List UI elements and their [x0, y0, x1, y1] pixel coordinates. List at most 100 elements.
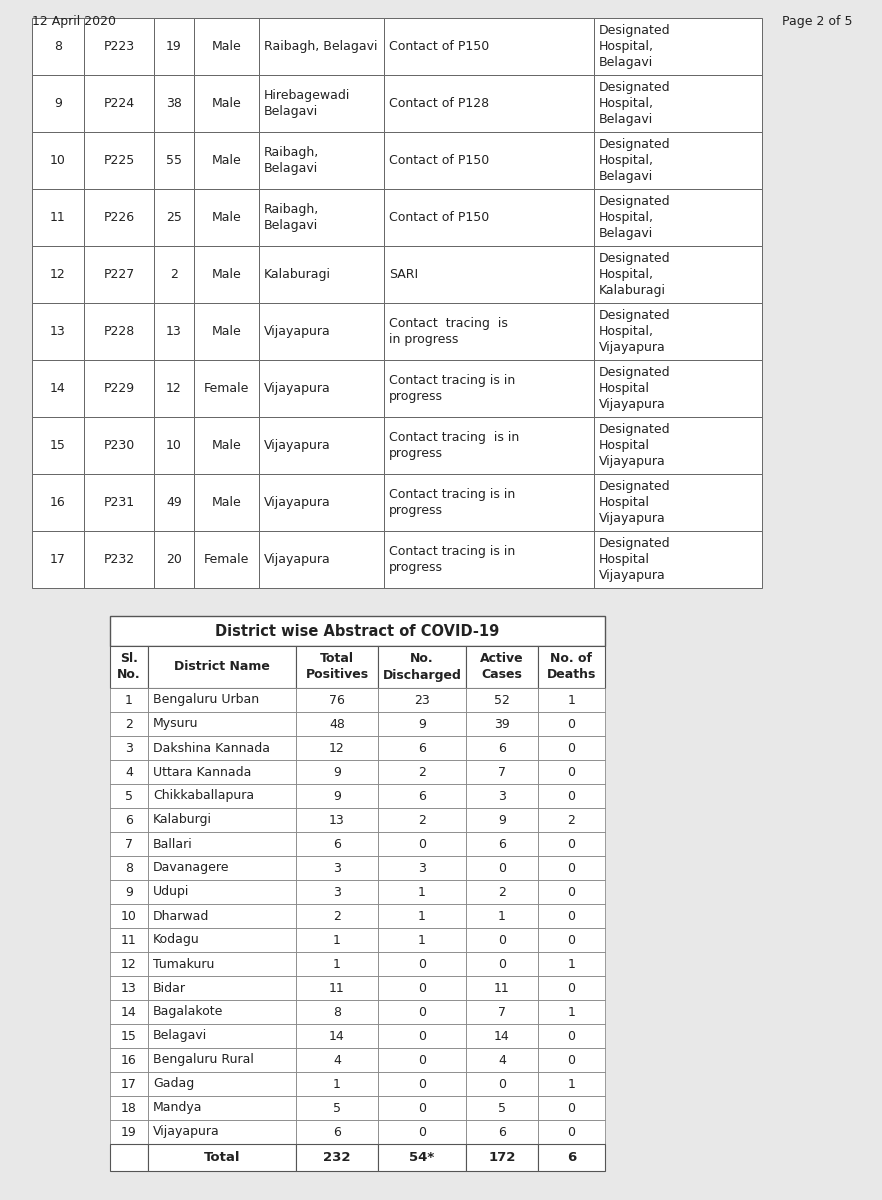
Bar [110, 1120, 148, 1144]
Bar [466, 646, 538, 688]
Bar [296, 1144, 378, 1171]
Bar [148, 856, 296, 880]
Text: P231: P231 [103, 496, 135, 509]
Text: 1: 1 [418, 934, 426, 947]
Bar [538, 760, 605, 784]
Bar [538, 736, 605, 760]
Bar [296, 784, 378, 808]
Bar [466, 1120, 538, 1144]
Bar [259, 18, 384, 74]
Bar [538, 646, 605, 688]
Text: Male: Male [212, 97, 242, 110]
Text: 20: 20 [166, 553, 182, 566]
Text: 232: 232 [323, 1151, 351, 1164]
Bar [378, 1144, 466, 1171]
Bar [384, 188, 594, 246]
Bar [466, 784, 538, 808]
Text: 0: 0 [498, 958, 506, 971]
Text: Designated
Hospital,
Belagavi: Designated Hospital, Belagavi [599, 138, 670, 182]
Bar [296, 1072, 378, 1096]
Text: 9: 9 [333, 790, 341, 803]
Bar [154, 132, 194, 188]
Text: 9: 9 [418, 718, 426, 731]
Text: No.
Discharged: No. Discharged [383, 653, 461, 682]
Bar [378, 1072, 466, 1096]
Text: 11: 11 [329, 982, 345, 995]
Text: Male: Male [212, 211, 242, 224]
Text: 14: 14 [50, 382, 66, 395]
Text: 11: 11 [50, 211, 66, 224]
Bar [594, 530, 762, 588]
Bar [378, 1120, 466, 1144]
Text: 1: 1 [418, 910, 426, 923]
Text: Contact of P150: Contact of P150 [389, 211, 490, 224]
Text: 4: 4 [125, 766, 133, 779]
Bar [148, 1072, 296, 1096]
Bar [84, 302, 154, 360]
Text: 49: 49 [166, 496, 182, 509]
Bar [148, 1048, 296, 1072]
Bar [110, 1096, 148, 1120]
Text: 6: 6 [498, 742, 506, 755]
Bar [110, 928, 148, 952]
Text: 9: 9 [333, 766, 341, 779]
Bar [194, 416, 259, 474]
Bar [538, 1000, 605, 1024]
Text: Raibagh,
Belagavi: Raibagh, Belagavi [264, 203, 319, 232]
Bar [148, 784, 296, 808]
Bar [538, 1096, 605, 1120]
Bar [110, 952, 148, 976]
Text: P224: P224 [103, 97, 135, 110]
Text: 10: 10 [50, 154, 66, 167]
Text: Female: Female [204, 553, 250, 566]
Bar [296, 952, 378, 976]
Bar [110, 736, 148, 760]
Text: Designated
Hospital,
Belagavi: Designated Hospital, Belagavi [599, 194, 670, 240]
Bar [594, 474, 762, 530]
Text: 0: 0 [567, 1126, 575, 1139]
Bar [259, 188, 384, 246]
Bar [378, 1048, 466, 1072]
Text: 0: 0 [567, 982, 575, 995]
Bar [378, 712, 466, 736]
Bar [538, 712, 605, 736]
Text: Contact tracing is in
progress: Contact tracing is in progress [389, 488, 515, 517]
Bar [296, 712, 378, 736]
Text: 0: 0 [567, 742, 575, 755]
Text: 13: 13 [121, 982, 137, 995]
Bar [296, 1000, 378, 1024]
Bar [378, 1000, 466, 1024]
Bar [110, 976, 148, 1000]
Bar [32, 302, 84, 360]
Bar [296, 760, 378, 784]
Bar [154, 530, 194, 588]
Bar [378, 832, 466, 856]
Text: 0: 0 [418, 1054, 426, 1067]
Bar [378, 976, 466, 1000]
Bar [538, 688, 605, 712]
Bar [32, 74, 84, 132]
Text: Female: Female [204, 382, 250, 395]
Text: 2: 2 [567, 814, 575, 827]
Bar [296, 1120, 378, 1144]
Text: 10: 10 [121, 910, 137, 923]
Bar [466, 760, 538, 784]
Bar [384, 18, 594, 74]
Text: 0: 0 [567, 718, 575, 731]
Text: 0: 0 [418, 958, 426, 971]
Text: 14: 14 [329, 1030, 345, 1043]
Bar [32, 246, 84, 302]
Text: Uttara Kannada: Uttara Kannada [153, 766, 251, 779]
Bar [378, 952, 466, 976]
Text: 11: 11 [121, 934, 137, 947]
Text: 0: 0 [567, 1054, 575, 1067]
Bar [110, 904, 148, 928]
Text: Ballari: Ballari [153, 838, 193, 851]
Bar [259, 474, 384, 530]
Bar [110, 1144, 148, 1171]
Bar [296, 976, 378, 1000]
Bar [594, 246, 762, 302]
Text: Contact tracing  is in
progress: Contact tracing is in progress [389, 431, 519, 460]
Text: 3: 3 [418, 862, 426, 875]
Bar [466, 1096, 538, 1120]
